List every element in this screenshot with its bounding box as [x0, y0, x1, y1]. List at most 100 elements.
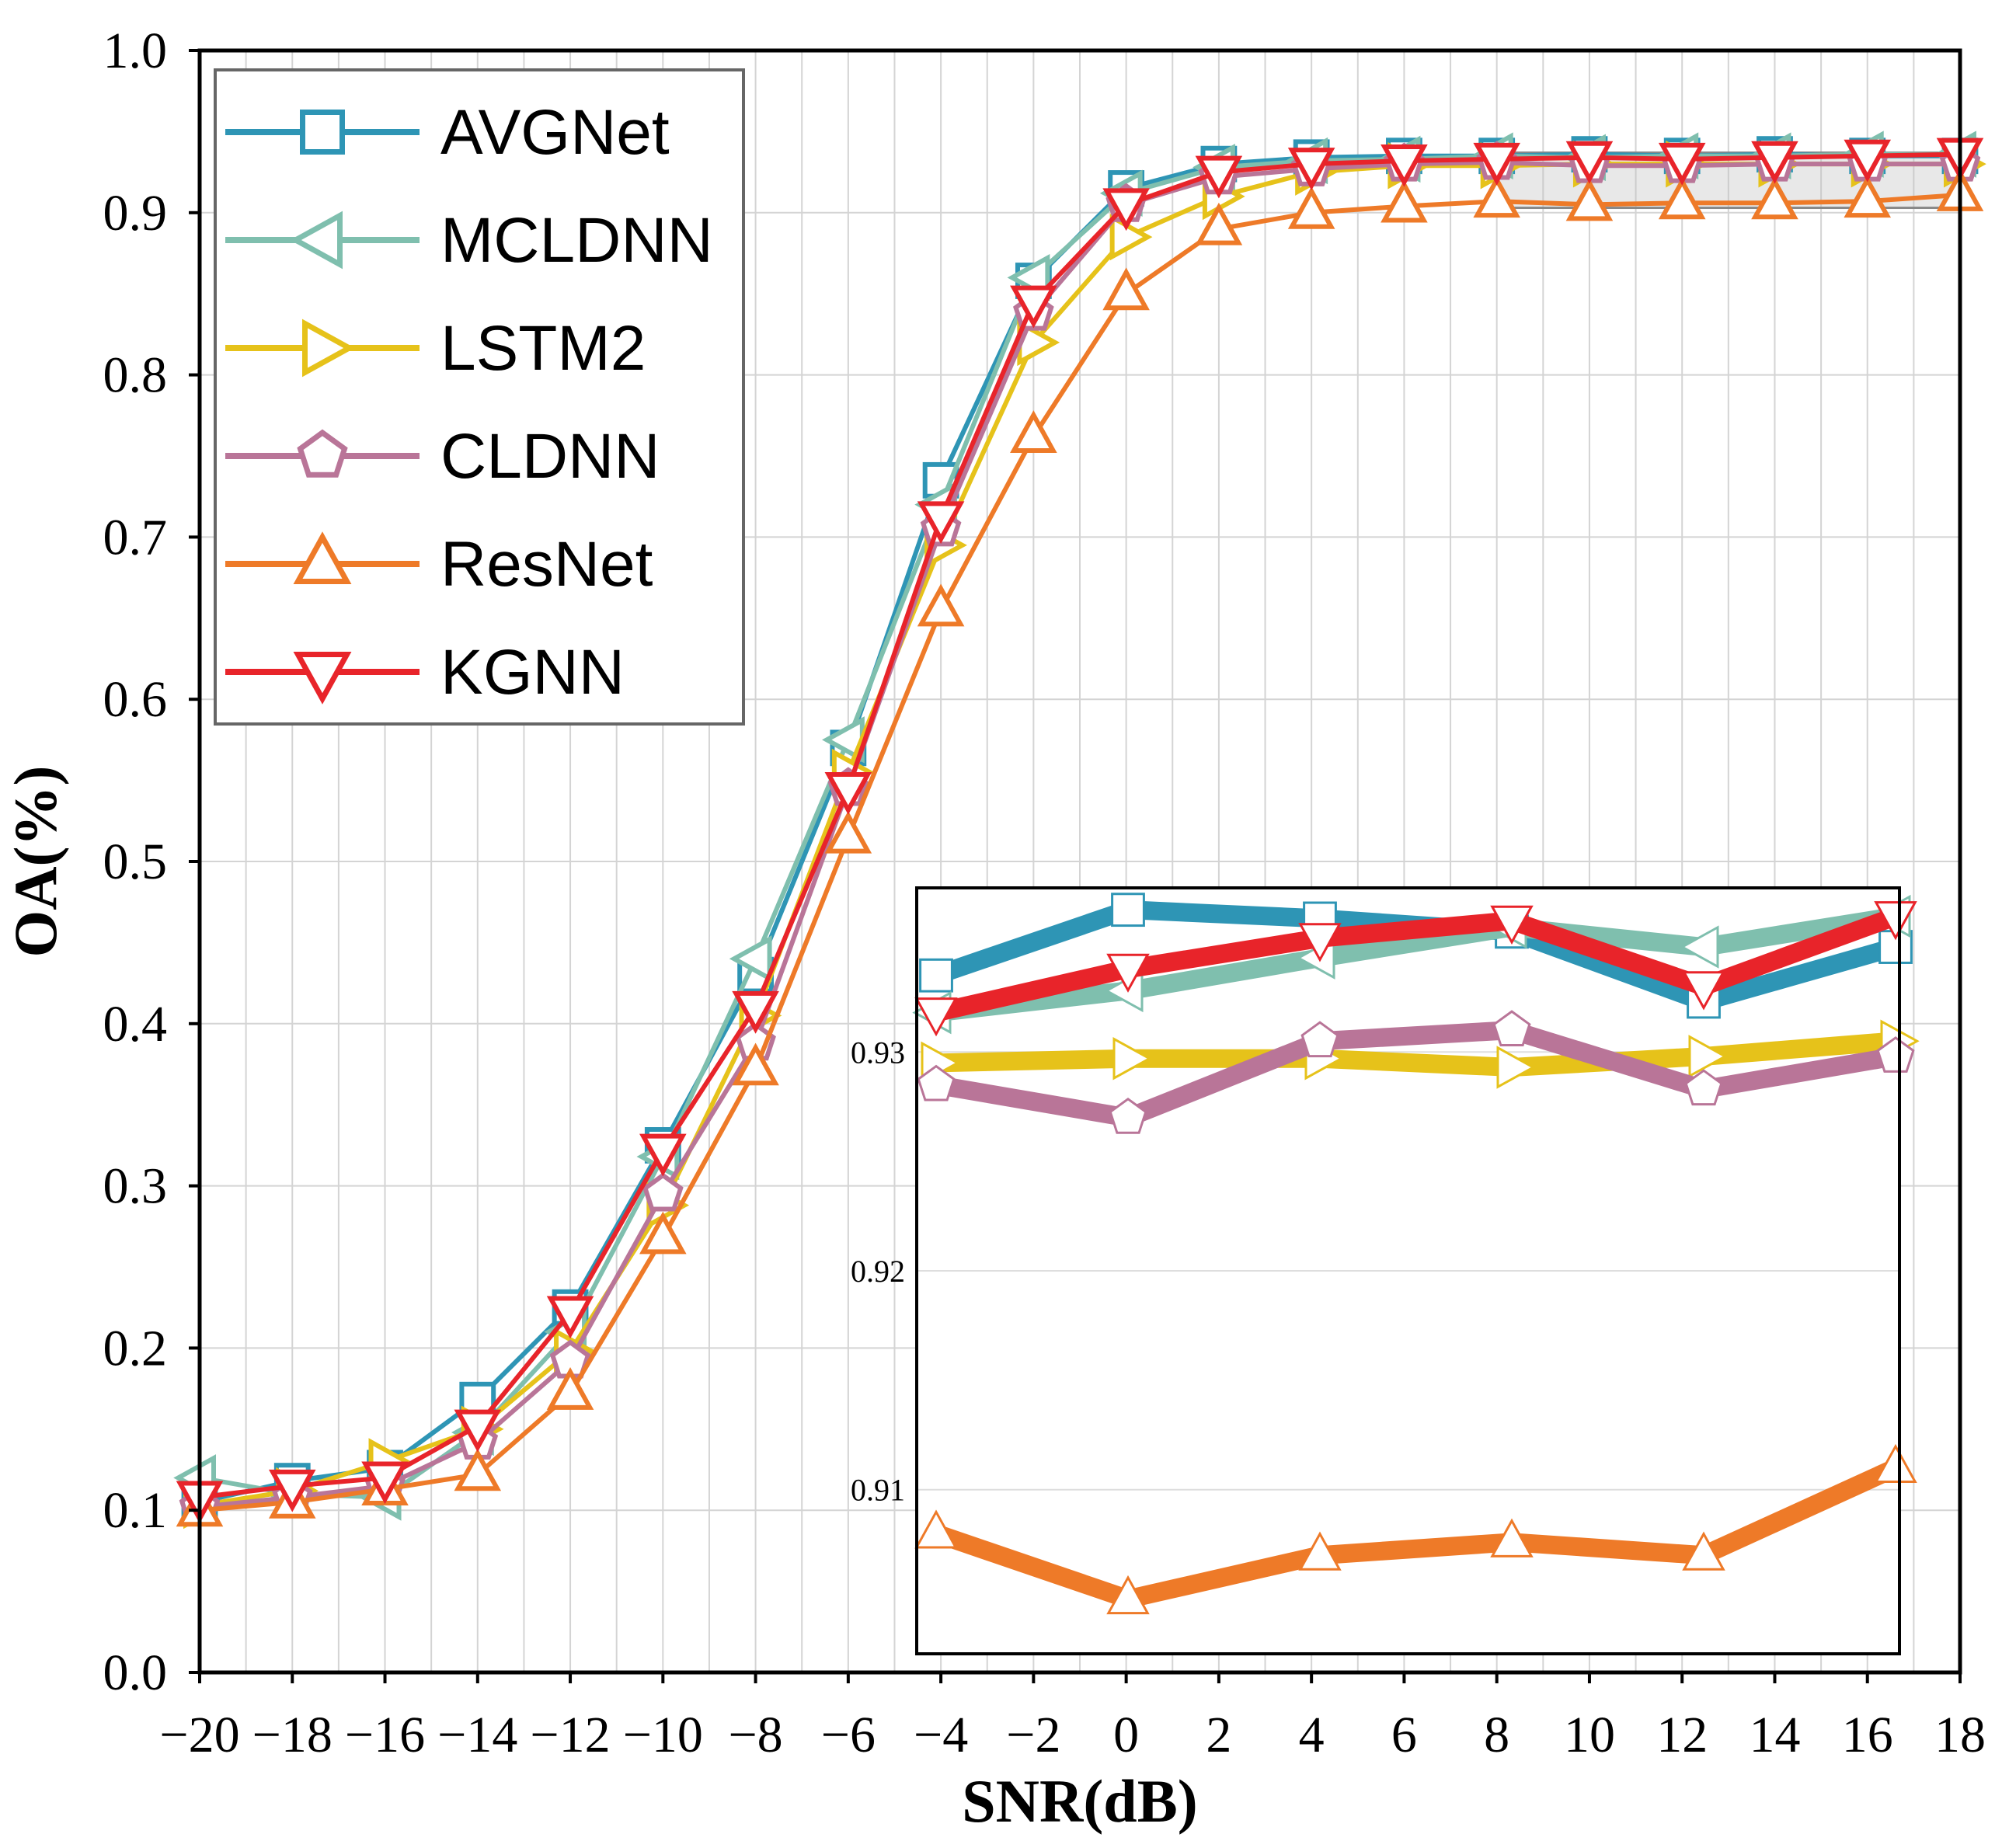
inset-series-line-mcldnn: [935, 907, 1897, 1022]
inset-data-point-cldnn: [1876, 1036, 1915, 1073]
data-point-kgnn: [1195, 155, 1243, 199]
legend-item-kgnn: KGNN: [225, 637, 625, 708]
legend-label: KGNN: [440, 637, 625, 708]
x-tick-label: 16: [1842, 1707, 1893, 1763]
legend-marker: [293, 531, 352, 584]
inset-data-point-kgnn: [1106, 953, 1150, 993]
data-point-kgnn: [1381, 144, 1428, 187]
data-point-kgnn: [454, 1409, 502, 1453]
y-tick-label: 0.9: [103, 185, 168, 242]
inset-data-point-kgnn: [1682, 971, 1725, 1011]
data-point-kgnn: [639, 1133, 687, 1177]
x-tick-label: 12: [1656, 1707, 1708, 1763]
inset-data-point-cldnn: [1492, 1010, 1531, 1047]
inset-data-point-lstm2: [1112, 1036, 1152, 1081]
data-point-kgnn: [1658, 142, 1706, 186]
data-point-resnet: [639, 1211, 687, 1255]
data-point-resnet: [732, 1042, 779, 1086]
inset-series-line-cldnn: [934, 1021, 1898, 1127]
legend-label: MCLDNN: [440, 205, 713, 276]
inset-data-point-resnet: [1682, 1531, 1725, 1571]
inset-data-point-cldnn: [1684, 1069, 1723, 1106]
series-kgnn: [176, 137, 1984, 1524]
y-axis-ticks: 0.0 0.1 0.2 0.3 0.4 0.5 0.6 0.7 0.8 0.9 1.0: [103, 23, 200, 1701]
legend-item-lstm2: LSTM2: [225, 313, 646, 384]
inset-series-line-lstm2: [935, 1032, 1896, 1077]
inset-y-tick-label: 0.91: [851, 1473, 905, 1508]
y-tick-label: 0.0: [103, 1644, 168, 1701]
inset-data-point-cldnn: [917, 1064, 956, 1101]
inset-frame: [915, 886, 1901, 1655]
y-tick-label: 0.7: [103, 509, 168, 566]
data-point-kgnn: [732, 990, 779, 1034]
x-tick-label: −10: [623, 1707, 703, 1763]
data-point-resnet: [1844, 175, 1892, 218]
inset-data-point-resnet: [1106, 1575, 1150, 1615]
inset-data-point-lstm2: [1496, 1046, 1536, 1089]
data-point-resnet: [1473, 175, 1520, 218]
inset-series-cldnn: [917, 1010, 1915, 1134]
inset-data-point-lstm2: [1688, 1035, 1728, 1078]
y-tick-label: 0.1: [103, 1482, 168, 1539]
inset-data-point-resnet: [1490, 1518, 1534, 1557]
legend-marker: [302, 318, 355, 378]
data-point-kgnn: [917, 501, 965, 545]
y-tick-label: 0.6: [103, 671, 168, 728]
y-tick-label: 0.3: [103, 1158, 168, 1215]
inset-zoom-chart: 0.91 0.92 0.93: [851, 886, 1920, 1655]
inset-data-point-resnet: [1298, 1531, 1342, 1571]
data-point-kgnn: [361, 1461, 409, 1505]
inset-series-kgnn: [914, 901, 1917, 1037]
main-series-layer: [173, 131, 1986, 1530]
data-point-kgnn: [824, 772, 872, 815]
inset-data-point-cldnn: [1109, 1097, 1147, 1134]
data-point-resnet: [1010, 410, 1057, 453]
x-tick-label: 8: [1484, 1707, 1509, 1763]
data-point-resnet: [1381, 179, 1428, 223]
data-point-kgnn: [1102, 188, 1150, 231]
x-tick-label: −18: [252, 1707, 333, 1763]
data-point-resnet: [1751, 176, 1798, 220]
legend-marker: [290, 211, 343, 270]
x-axis-ticks: −20 −18 −16 −14 −12 −10 −8 −6 −4 −2 0 2 4 6 8 10 12 14 16 1…: [159, 1672, 1986, 1763]
legend-label: CLDNN: [440, 421, 660, 492]
data-point-resnet: [546, 1367, 594, 1410]
y-tick-label: 1.0: [103, 23, 168, 79]
inset-y-tick-label: 0.92: [851, 1254, 905, 1289]
data-point-resnet: [1565, 178, 1614, 221]
data-point-cldnn: [642, 1172, 684, 1212]
inset-data-point-kgnn: [1298, 923, 1342, 962]
y-tick-label: 0.5: [103, 834, 168, 890]
legend-item-cldnn: CLDNN: [225, 421, 660, 492]
data-point-kgnn: [1565, 141, 1614, 184]
x-tick-label: −6: [821, 1707, 876, 1763]
legend-item-avgnet: AVGNet: [225, 97, 670, 168]
legend-label: LSTM2: [440, 313, 646, 384]
legend-item-mcldnn: MCLDNN: [225, 205, 713, 276]
y-tick-label: 0.4: [103, 996, 168, 1053]
legend-label: ResNet: [440, 529, 653, 600]
x-tick-label: 10: [1564, 1707, 1615, 1763]
inset-series-line-resnet: [933, 1459, 1899, 1609]
inset-data-point-resnet: [1874, 1443, 1917, 1484]
inset-data-point-resnet: [914, 1509, 958, 1549]
data-point-kgnn: [268, 1469, 316, 1512]
x-tick-label: −14: [437, 1707, 517, 1763]
data-point-kgnn: [1010, 285, 1057, 329]
inset-data-point-kgnn: [1874, 901, 1917, 941]
inset-data-point-kgnn: [914, 997, 958, 1037]
inset-y-axis-ticks: 0.91 0.92 0.93: [851, 1035, 905, 1507]
inset-data-point-avgnet: [919, 958, 953, 993]
x-tick-label: −20: [159, 1707, 239, 1763]
data-point-kgnn: [546, 1296, 594, 1339]
legend-marker: [293, 652, 352, 705]
data-point-kgnn: [1751, 141, 1798, 184]
x-tick-label: −16: [345, 1707, 425, 1763]
inset-data-point-avgnet: [1111, 893, 1145, 927]
data-point-resnet: [1287, 186, 1335, 229]
x-axis-label: SNR(dB): [962, 1767, 1197, 1835]
x-tick-label: 0: [1113, 1707, 1139, 1763]
data-point-kgnn: [1473, 142, 1520, 186]
